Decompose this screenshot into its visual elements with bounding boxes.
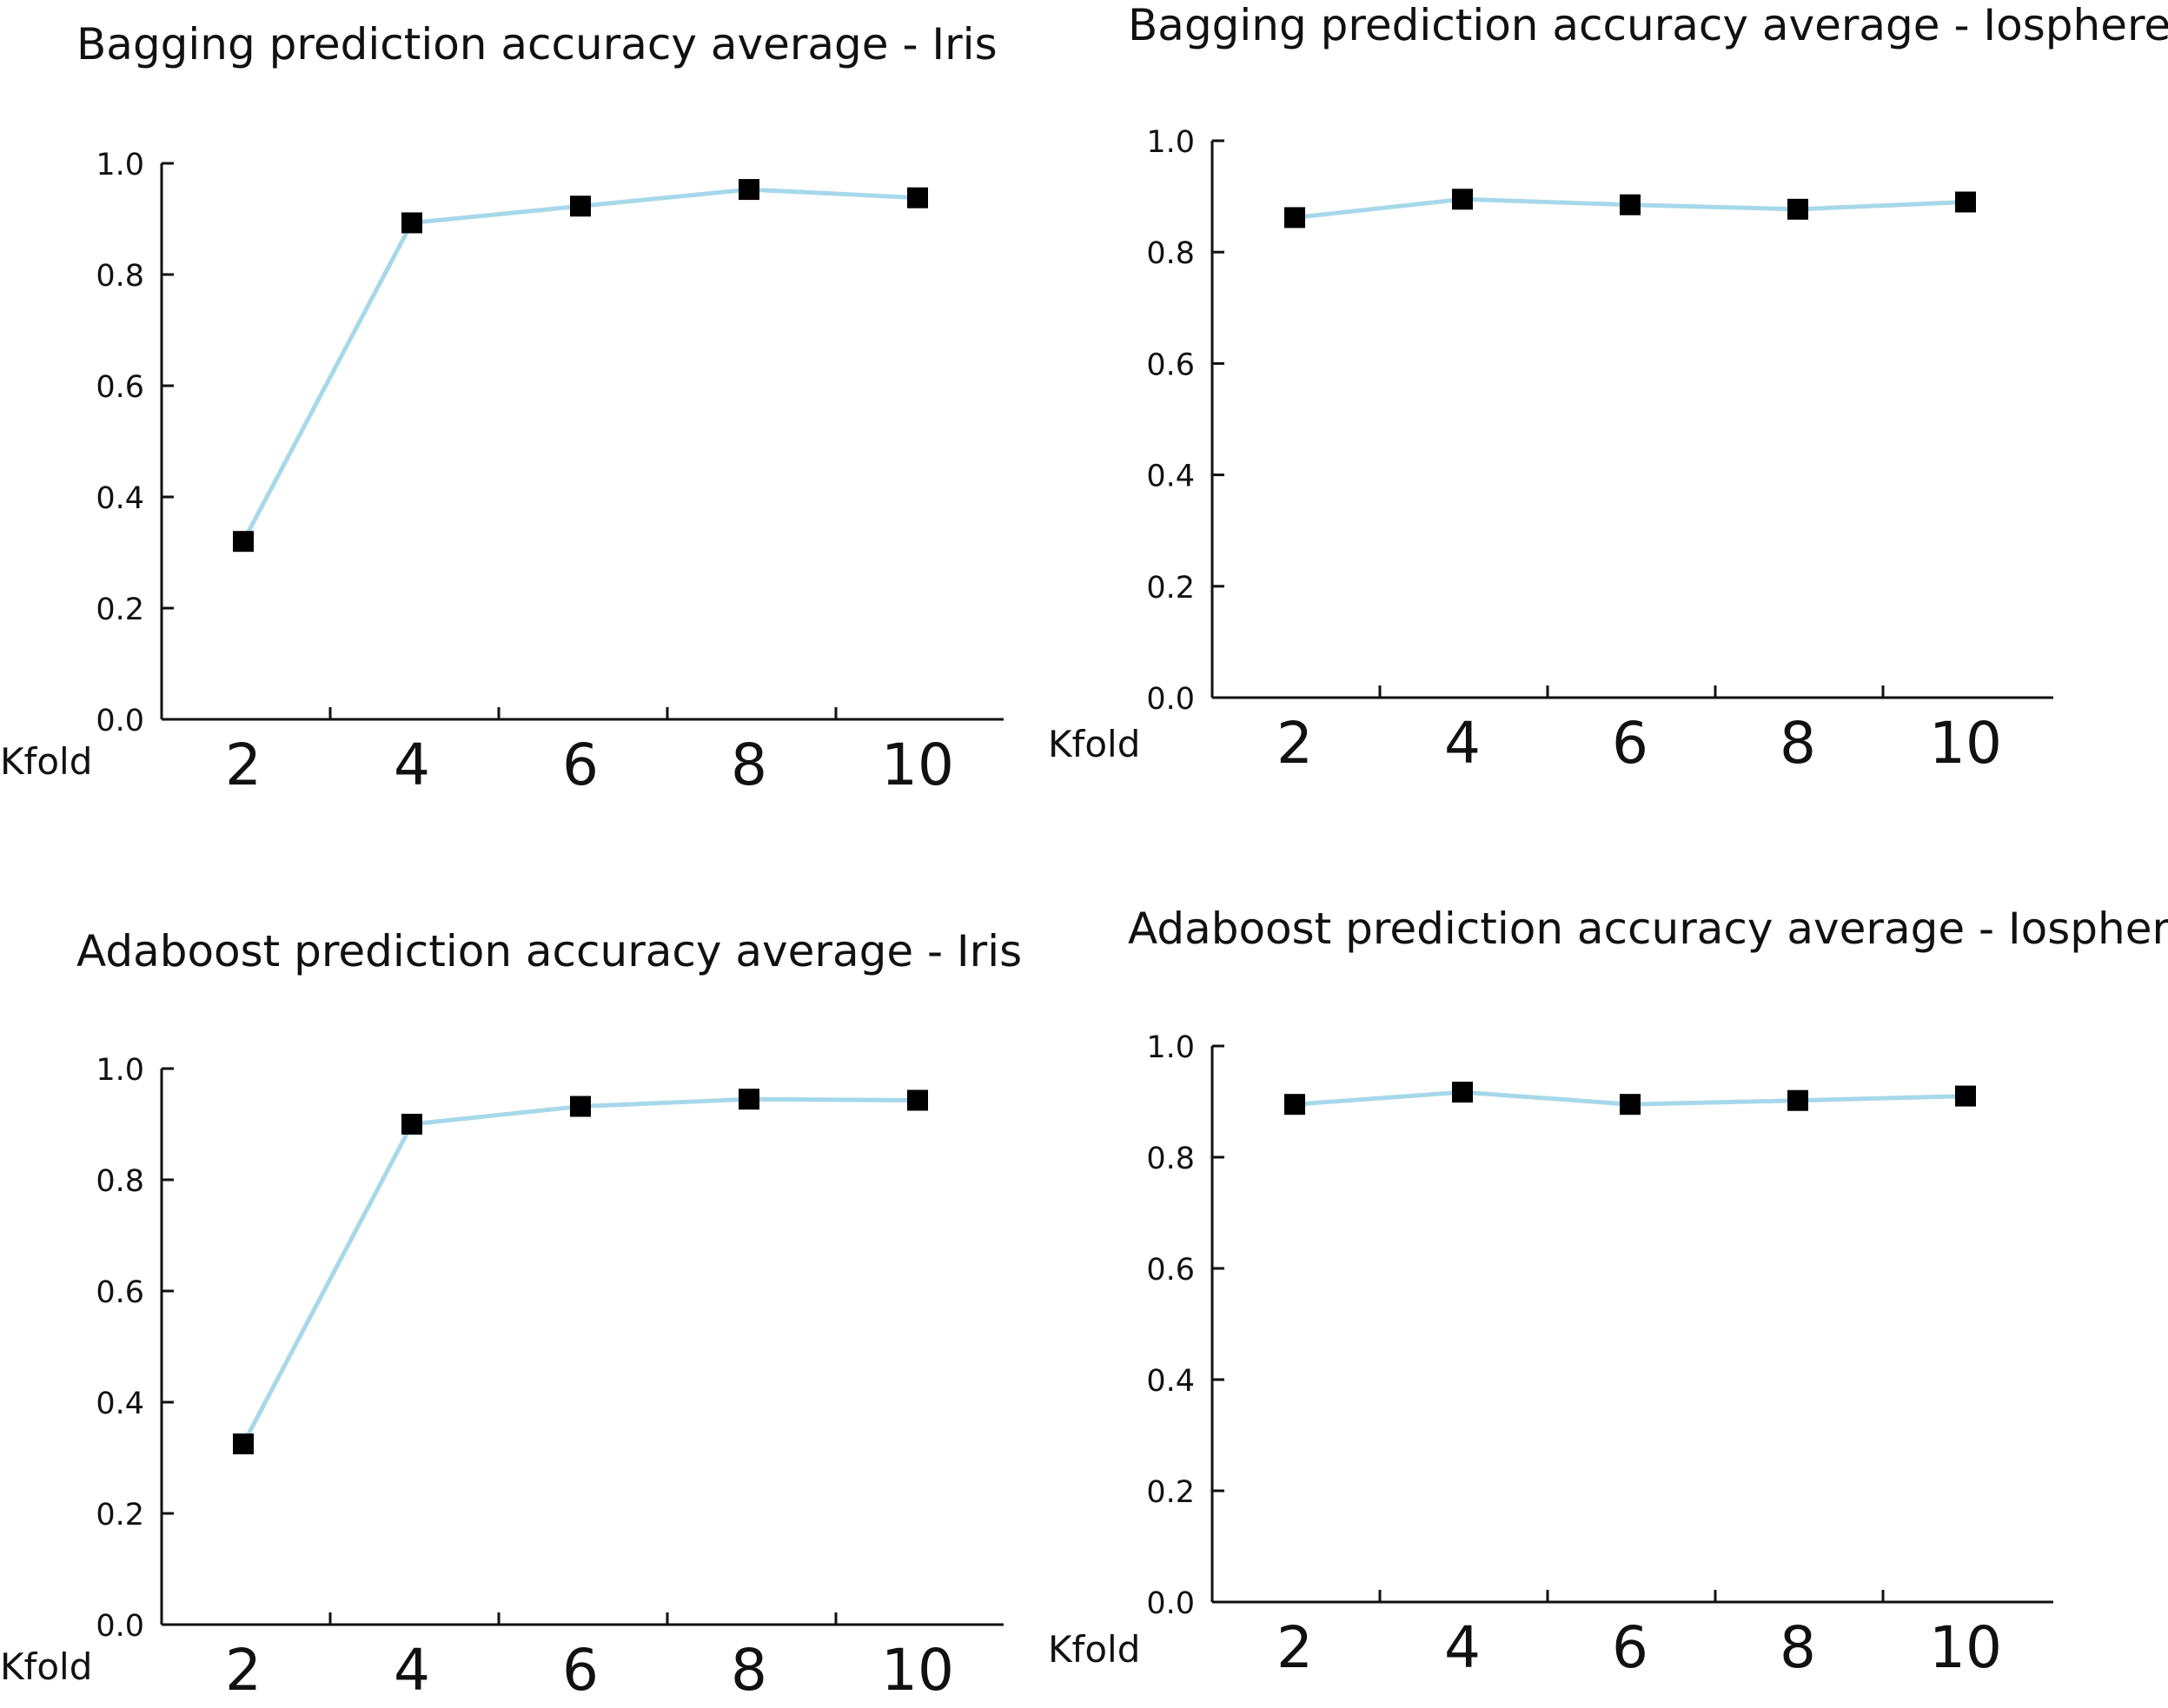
x-axis-label: Kfold [0,1645,93,1688]
x-tick-label: 4 [394,1637,430,1704]
y-tick-label: 0.8 [96,1164,144,1199]
data-point [1284,1094,1305,1115]
chart-title: Adaboost prediction accuracy average - I… [1128,904,2168,954]
data-point [1452,1082,1473,1103]
y-tick-label: 0.6 [96,1275,144,1310]
y-tick-label: 1.0 [1146,1030,1195,1065]
data-point [401,212,422,234]
data-point [907,187,928,209]
x-tick-label: 10 [1929,1614,2002,1681]
x-tick-label: 6 [1612,710,1648,777]
x-axis-label: Kfold [0,740,93,783]
data-point [233,531,254,553]
chart-adaboost-iosphere: 0.0 0.2 0.4 0.6 0.8 1.0 2 4 6 8 10 [1146,1030,2053,1681]
chart-bagging-iris: 0.0 0.2 0.4 0.6 0.8 1.0 2 4 6 8 10 [96,148,1004,798]
chart-adaboost-iris: 0.0 0.2 0.4 0.6 0.8 1.0 2 4 6 8 10 [96,1053,1004,1704]
data-point [1284,207,1305,228]
y-tick-label: 0.4 [96,481,144,516]
x-tick-label: 10 [1929,710,2002,777]
data-point [739,179,759,201]
y-tick-label: 0.0 [1146,682,1195,717]
y-tick-label: 0.4 [1146,460,1195,494]
x-tick-label: 4 [1444,1614,1481,1681]
y-tick-label: 0.2 [96,593,144,627]
y-tick-label: 0.0 [96,704,144,738]
x-tick-label: 4 [394,732,430,798]
data-point [1955,191,1976,213]
x-tick-label: 4 [1444,710,1481,777]
chart-bagging-iosphere: 0.0 0.2 0.4 0.6 0.8 1.0 2 4 6 8 10 [1146,125,2053,777]
data-point [233,1433,254,1454]
y-tick-label: 0.8 [96,259,144,294]
x-axis-label: Kfold [1048,1628,1141,1671]
data-point [1955,1085,1976,1107]
y-tick-label: 0.6 [1146,1253,1195,1288]
data-point [1620,1094,1641,1115]
x-tick-label: 2 [1276,710,1313,777]
y-tick-label: 0.6 [1146,348,1195,382]
x-tick-label: 10 [881,732,954,798]
x-tick-label: 6 [1612,1614,1648,1681]
y-tick-label: 0.0 [96,1609,144,1644]
y-tick-label: 0.2 [96,1498,144,1533]
series-line [241,187,918,543]
y-tick-label: 1.0 [96,148,144,182]
chart-title: Bagging prediction accuracy average - Io… [1128,0,2168,50]
x-tick-label: 10 [881,1637,954,1704]
y-tick-label: 1.0 [96,1053,144,1088]
x-tick-label: 6 [562,732,599,798]
y-tick-label: 0.4 [1146,1364,1195,1399]
y-tick-label: 0.0 [1146,1586,1195,1621]
data-point [1620,194,1641,215]
x-tick-label: 8 [1780,1614,1816,1681]
data-point [1787,198,1808,220]
chart-title: Adaboost prediction accuracy average - I… [76,926,1023,976]
y-tick-label: 0.4 [96,1387,144,1421]
data-point [907,1089,928,1111]
x-tick-label: 8 [1780,710,1816,777]
data-point [570,1096,591,1117]
data-point [1452,189,1473,210]
series-line [241,1096,918,1446]
data-point [1787,1089,1808,1111]
x-tick-label: 8 [731,732,767,798]
y-tick-label: 1.0 [1146,125,1195,160]
x-tick-label: 6 [562,1637,599,1704]
x-tick-label: 2 [225,732,262,798]
y-tick-label: 0.8 [1146,236,1195,271]
data-point [739,1089,759,1110]
x-tick-label: 8 [731,1637,767,1704]
y-tick-label: 0.8 [1146,1142,1195,1176]
chart-title: Bagging prediction accuracy average - Ir… [76,19,998,70]
y-tick-label: 0.2 [1146,1475,1195,1510]
x-tick-label: 2 [1276,1614,1313,1681]
y-tick-label: 0.2 [1146,571,1195,606]
data-point [570,195,591,217]
data-point [401,1114,422,1135]
y-tick-label: 0.6 [96,370,144,405]
x-axis-label: Kfold [1048,723,1141,765]
x-tick-label: 2 [225,1637,262,1704]
